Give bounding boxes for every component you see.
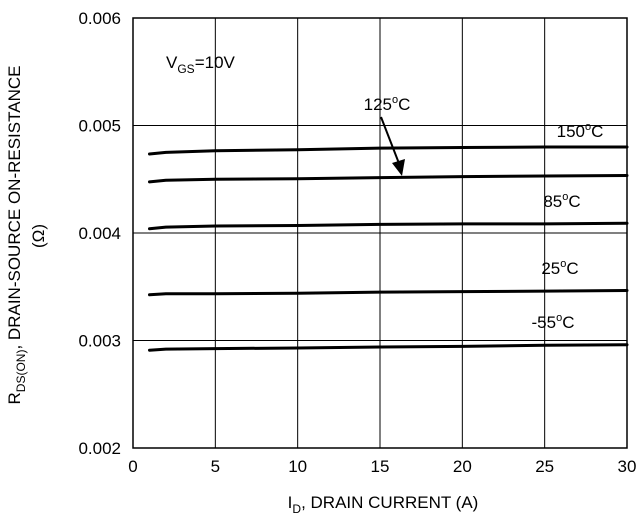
- label-arrow: [380, 116, 405, 176]
- series-label-deg: o: [585, 121, 591, 133]
- series-label-num: 85: [543, 192, 562, 211]
- x-axis-label: ID, DRAIN CURRENT (A): [288, 493, 479, 516]
- series-label-deg: o: [560, 258, 566, 270]
- y-label-sub: DS(ON): [14, 350, 28, 393]
- series-line: [148, 174, 629, 184]
- y-axis-unit: (Ω): [29, 224, 48, 248]
- grid: [133, 18, 627, 448]
- series-label-num: 25: [541, 259, 560, 278]
- arrowhead: [392, 159, 405, 176]
- series-label-unit: C: [568, 192, 580, 211]
- vgs-rest: =10V: [195, 53, 236, 72]
- plot-frame: [132, 17, 628, 449]
- series-label-num: 125: [364, 95, 392, 114]
- y-tick-label: 0.003: [78, 332, 121, 351]
- series-label-deg: o: [556, 312, 562, 324]
- x-tick-label: 30: [618, 457, 637, 476]
- y-tick-label: 0.006: [78, 9, 121, 28]
- x-tick-label: 0: [128, 457, 137, 476]
- x-tick-label: 10: [288, 457, 307, 476]
- y-axis-label: RDS(ON), DRAIN-SOURCE ON-RESISTANCE: [5, 66, 28, 405]
- series-label: 25oC: [541, 258, 578, 278]
- series-label: 85oC: [543, 191, 580, 211]
- series-label-deg: o: [392, 94, 398, 106]
- y-tick-label: 0.002: [78, 439, 121, 458]
- series-line: [148, 145, 629, 156]
- series-lines: [148, 145, 629, 352]
- series-line: [148, 221, 629, 231]
- series-label-num: -55: [532, 313, 557, 332]
- vgs-main: V: [166, 53, 178, 72]
- series-label-num: 150: [557, 122, 585, 141]
- y-label-rest: , DRAIN-SOURCE ON-RESISTANCE: [5, 66, 24, 350]
- series-label: -55oC: [532, 312, 575, 332]
- x-label-main: I: [288, 493, 293, 512]
- y-tick-label: 0.004: [78, 224, 121, 243]
- x-tick-label: 5: [211, 457, 220, 476]
- vgs-annotation: VGS=10V: [166, 53, 236, 76]
- series-label-unit: C: [591, 122, 603, 141]
- x-tick-label: 15: [371, 457, 390, 476]
- series-line: [148, 289, 629, 297]
- x-label-rest: , DRAIN CURRENT (A): [301, 493, 478, 512]
- series-line: [148, 343, 629, 352]
- series-label: 150oC: [557, 121, 604, 141]
- series-label-unit: C: [398, 95, 410, 114]
- x-label-sub: D: [292, 502, 301, 516]
- arrow-shaft: [380, 116, 401, 167]
- y-tick-label: 0.005: [78, 117, 121, 136]
- series-label-deg: o: [562, 191, 568, 203]
- series-label: 125oC: [364, 94, 411, 114]
- x-tick-label: 20: [453, 457, 472, 476]
- tick-labels: 0 5 10 15 20 25 30 0.002 0.003 0.004 0.005 0.006: [78, 9, 636, 476]
- vgs-sub: GS: [177, 62, 194, 76]
- y-label-main: R: [5, 392, 24, 404]
- series-label-unit: C: [562, 313, 574, 332]
- series-label-unit: C: [566, 259, 578, 278]
- x-tick-label: 25: [535, 457, 554, 476]
